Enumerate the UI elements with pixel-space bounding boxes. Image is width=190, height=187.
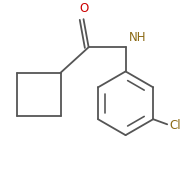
Text: Cl: Cl xyxy=(169,119,181,132)
Text: O: O xyxy=(79,2,88,15)
Text: NH: NH xyxy=(129,31,146,44)
